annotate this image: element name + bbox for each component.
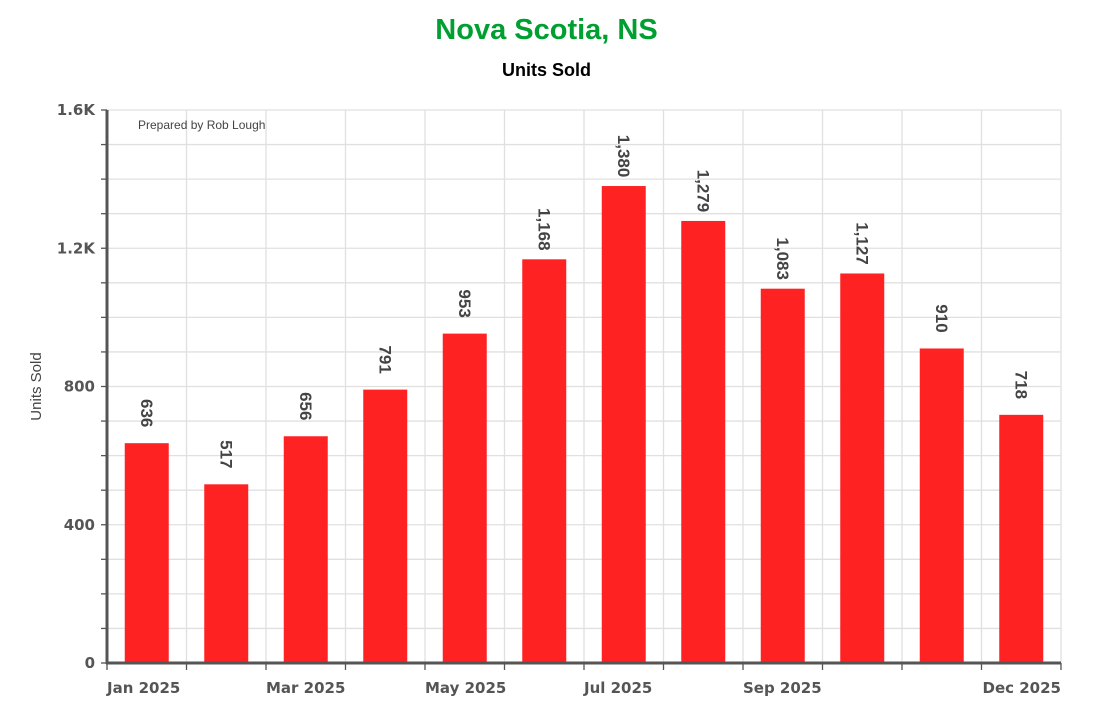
- bar: [283, 436, 328, 663]
- bar: [363, 389, 408, 663]
- y-tick-label: 400: [64, 516, 95, 534]
- x-tick-label: Jan 2025: [106, 679, 180, 697]
- y-tick-label: 800: [64, 378, 95, 396]
- bar: [601, 186, 646, 663]
- data-label: 636: [137, 399, 156, 427]
- data-label: 517: [216, 440, 235, 468]
- credit-text: Prepared by Rob Lough: [138, 118, 265, 132]
- data-label: 1,127: [852, 222, 871, 265]
- chart-subtitle: Units Sold: [502, 60, 591, 80]
- x-tick-label: Mar 2025: [266, 679, 345, 697]
- y-tick-label: 0: [85, 654, 95, 672]
- bar: [204, 484, 249, 663]
- data-label: 953: [455, 289, 474, 317]
- data-label: 718: [1011, 371, 1030, 399]
- bar: [919, 348, 964, 663]
- y-tick-label: 1.2K: [57, 239, 97, 257]
- data-label: 656: [296, 392, 315, 420]
- x-tick-label: Sep 2025: [743, 679, 822, 697]
- chart-title: Nova Scotia, NS: [435, 14, 658, 46]
- x-tick-label: May 2025: [425, 679, 506, 697]
- data-label: 1,279: [693, 170, 712, 213]
- bar: [522, 259, 567, 663]
- bar: [124, 443, 169, 663]
- x-tick-label: Jul 2025: [583, 679, 652, 697]
- bar: [760, 288, 805, 663]
- bar: [442, 333, 487, 663]
- bar: [999, 414, 1044, 663]
- bar: [681, 220, 726, 663]
- y-axis-title: Units Sold: [28, 352, 45, 420]
- y-tick-label: 1.6K: [57, 101, 97, 119]
- data-label: 910: [932, 304, 951, 332]
- bar: [840, 273, 885, 663]
- data-label: 791: [375, 345, 394, 373]
- x-tick-label: Dec 2025: [983, 679, 1062, 697]
- data-label: 1,168: [534, 208, 553, 251]
- data-label: 1,083: [773, 237, 792, 280]
- data-label: 1,380: [614, 135, 633, 178]
